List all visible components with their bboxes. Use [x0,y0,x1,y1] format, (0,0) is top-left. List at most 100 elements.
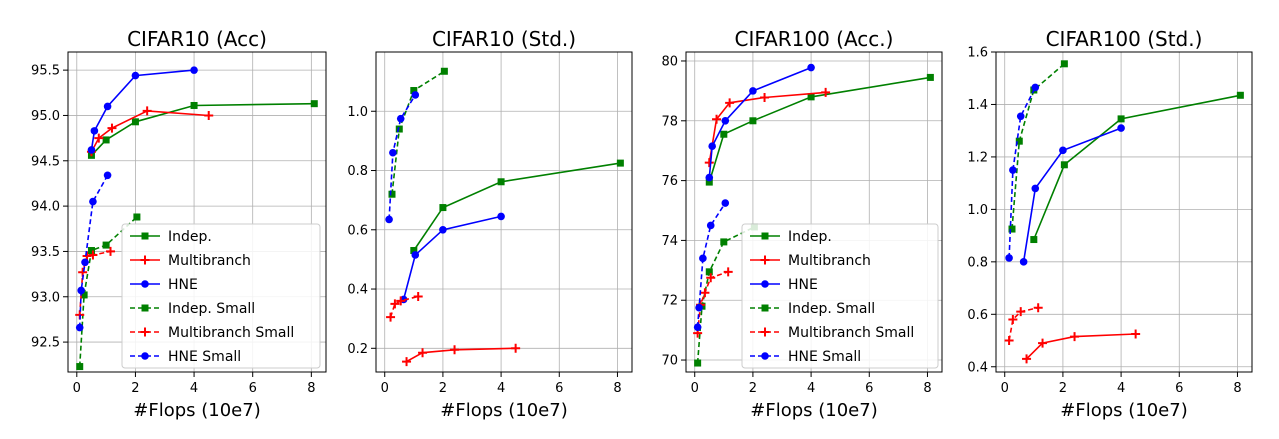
data-point [1019,258,1028,266]
legend-marker [760,255,770,265]
y-tick-label: 76 [661,174,678,189]
series-indep-small [76,213,141,371]
data-point [1117,124,1125,132]
data-point [1009,166,1017,174]
data-point [821,87,831,97]
series-hne-small [75,171,112,332]
legend-box [741,223,939,369]
legend-marker [140,327,150,337]
chart-title: CIFAR100 (Acc.) [735,27,894,51]
chart-panel-4: 0 2 4 6 8 0.4 0.6 0.8 1.0 1.2 1.4 1.6 CIFAR100 (Std.… [967,27,1253,421]
data-point [131,118,139,126]
data-point [1031,83,1040,92]
data-point [1030,236,1038,244]
series-line [1025,333,1136,360]
data-point [712,114,722,124]
axes-frame [995,51,1253,373]
data-point [699,254,707,263]
axes-frame [685,51,943,373]
legend-marker [761,232,769,240]
data-point [708,142,716,151]
series-indep- [705,73,934,186]
series-hne-small [693,199,730,331]
data-point [87,247,95,255]
data-point [80,291,88,299]
data-point [75,323,84,332]
data-point [1016,307,1026,317]
series-multibranch-small [386,291,423,322]
legend-label: HNE [168,277,198,293]
data-point [1004,336,1014,346]
data-point [388,190,396,198]
y-tick-label: 80 [661,54,678,69]
series-line [1022,127,1122,262]
y-tick-label: 1.4 [967,98,988,113]
data-point [396,114,405,123]
data-point [1005,254,1013,262]
data-point [1038,338,1048,348]
data-point [705,268,713,276]
legend-marker [141,232,149,240]
data-point [700,288,710,298]
series-multibranch [704,87,831,168]
x-tick-label: 4 [807,381,815,396]
y-tick-label: 74 [661,234,678,249]
data-point [395,125,403,133]
data-point [1236,91,1244,99]
data-point [390,299,400,309]
x-tick-label: 0 [691,381,699,396]
data-point [310,100,318,108]
data-point [106,246,116,256]
data-point [511,343,521,353]
y-tick-label: 0.8 [347,164,368,179]
axes-frame [67,51,327,373]
series-hne [399,212,505,304]
series-line [406,347,516,363]
data-point [749,117,757,125]
data-point [410,87,418,95]
data-point [418,348,428,358]
data-point [1016,112,1025,121]
legend-marker [141,352,149,360]
data-point [411,251,420,259]
series-multibranch-small [1004,303,1043,346]
data-point [94,133,104,143]
legend-marker [761,352,769,360]
x-tick-label: 2 [749,381,757,396]
series-indep- [1030,91,1244,244]
data-point [190,101,198,109]
y-tick-label: 0.6 [347,223,368,238]
series-hne-small [1005,83,1040,262]
data-point [102,136,110,144]
data-point [760,92,770,102]
chart-title: CIFAR100 (Std.) [1046,27,1203,51]
data-point [704,158,714,168]
series-multibranch [1022,329,1141,364]
legend-label: Indep. [788,229,832,245]
chart-panel-1: 0 2 4 6 8 92.5 93.0 93.5 94.0 94.5 95.0 95.5 CIFAR10… [31,27,327,421]
x-tick-label: 4 [497,381,505,396]
data-point [411,91,420,99]
data-point [410,247,418,255]
legend-label: Multibranch [788,253,871,269]
x-tick-label: 2 [439,381,447,396]
legend-label: HNE Small [788,349,861,365]
x-tick-label: 0 [381,381,389,396]
series-hne [1019,124,1125,266]
data-point [1031,184,1040,193]
data-point [1033,303,1043,313]
x-tick-label: 6 [249,381,257,396]
legend-label: Multibranch Small [168,325,294,341]
x-tick-label: 2 [131,381,139,396]
data-point [402,357,412,367]
data-point [204,110,214,120]
x-tick-label: 0 [1001,381,1009,396]
data-point [77,286,85,295]
data-point [807,63,815,72]
x-tick-label: 6 [555,381,563,396]
y-tick-label: 70 [661,354,678,369]
data-point [439,204,447,212]
legend-label: Multibranch [168,253,251,269]
legend-marker [141,280,149,288]
